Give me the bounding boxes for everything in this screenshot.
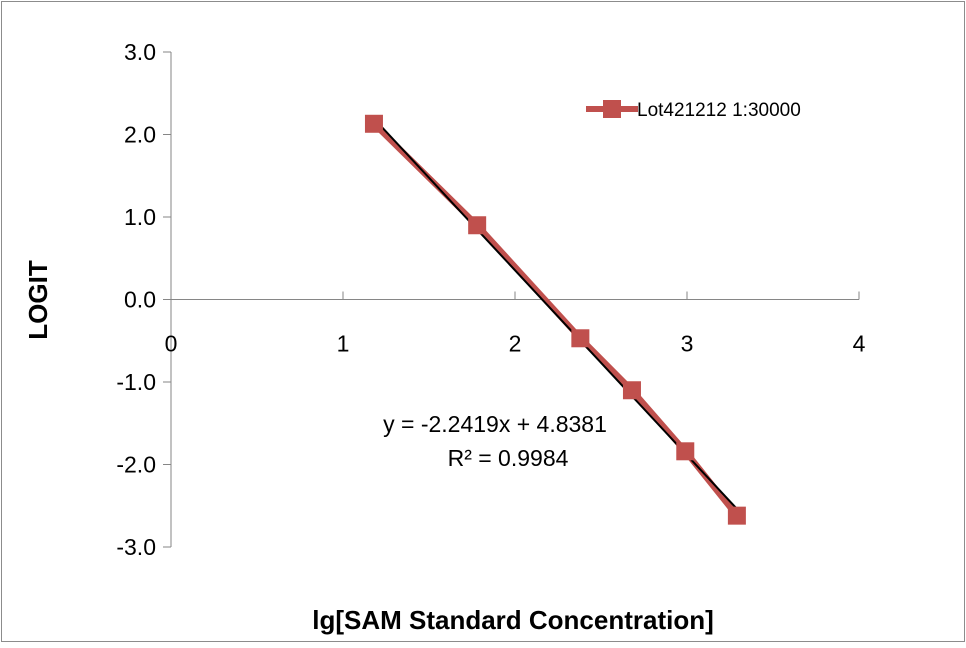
data-point-marker [468,216,487,235]
y-tick-label: -2.0 [116,452,156,478]
data-point-marker [622,381,641,400]
x-tick-label: 2 [509,331,522,357]
trendline-r-squared: R² = 0.9984 [448,445,569,471]
data-point-marker [727,506,746,525]
x-tick-label: 0 [165,331,178,357]
x-tick-label: 4 [853,331,866,357]
y-tick-label: -1.0 [116,369,156,395]
x-tick-label: 1 [337,331,350,357]
x-tick-label: 3 [681,331,694,357]
legend: Lot421212 1:30000 [586,100,801,121]
data-point-marker [571,329,590,348]
legend-series-marker [603,100,621,118]
y-tick-label: -3.0 [116,534,156,560]
series-layer [364,114,746,525]
y-tick-label: 0.0 [124,287,156,313]
data-point-marker [676,442,695,461]
axes: 3.0 2.0 1.0 0.0 -1.0 -2.0 -3.0 0 1 2 3 4 [116,39,865,560]
trendline-equation: y = -2.2419x + 4.8381 [383,411,607,437]
y-tick-label: 3.0 [124,39,156,65]
y-tick-label: 1.0 [124,204,156,230]
y-tick-label: 2.0 [124,122,156,148]
x-axis-title: lg[SAM Standard Concentration] [312,605,714,635]
y-axis-title: LOGIT [23,260,53,340]
legend-series-label: Lot421212 1:30000 [637,100,801,121]
data-point-marker [364,114,383,133]
